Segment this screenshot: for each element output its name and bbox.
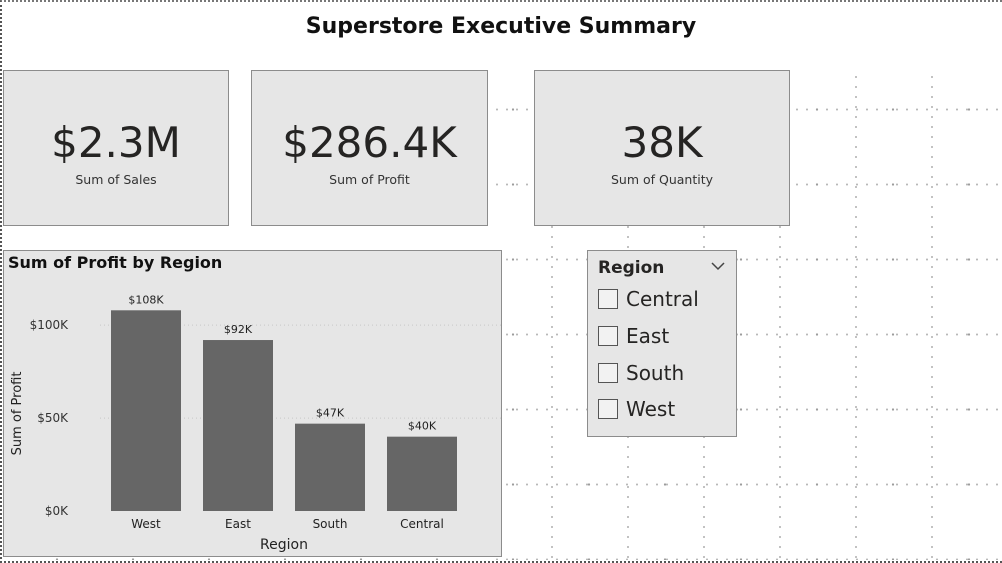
kpi-value: 38K [621, 118, 703, 167]
kpi-card-sales[interactable]: $2.3M Sum of Sales [3, 70, 229, 226]
x-tick-label: South [313, 517, 348, 531]
slicer-option-west[interactable]: West [598, 396, 675, 422]
x-tick-label: West [131, 517, 161, 531]
data-label: $108K [128, 293, 164, 306]
chart-title: Sum of Profit by Region [8, 253, 223, 272]
slicer-option-label: South [626, 361, 685, 385]
checkbox[interactable] [598, 326, 618, 346]
slicer-option-central[interactable]: Central [598, 286, 699, 312]
kpi-card-quantity[interactable]: 38K Sum of Quantity [534, 70, 790, 226]
y-tick-label: $50K [37, 411, 69, 425]
slicer-option-east[interactable]: East [598, 323, 669, 349]
chart-plot: $0K $50K $100K $108K West $92K East $47K South $4… [10, 293, 503, 553]
bar[interactable] [111, 310, 181, 511]
bar[interactable] [203, 340, 273, 511]
x-tick-label: Central [400, 517, 444, 531]
data-label: $92K [224, 323, 253, 336]
checkbox[interactable] [598, 363, 618, 383]
kpi-label: Sum of Sales [75, 172, 157, 187]
kpi-value: $2.3M [51, 118, 181, 167]
kpi-label: Sum of Quantity [610, 172, 714, 187]
slicer-option-south[interactable]: South [598, 360, 684, 386]
chevron-down-icon[interactable] [710, 260, 726, 272]
kpi-card-profit[interactable]: $286.4K Sum of Profit [251, 70, 488, 226]
kpi-value: $286.4K [282, 118, 457, 167]
checkbox[interactable] [598, 399, 618, 419]
bar[interactable] [295, 423, 365, 511]
y-axis-title: Sum of Profit [10, 372, 25, 456]
x-axis-title: Region [260, 537, 308, 553]
checkbox[interactable] [598, 289, 618, 309]
data-label: $40K [408, 420, 437, 433]
kpi-label: Sum of Profit [329, 172, 410, 187]
data-label: $47K [316, 407, 345, 420]
slicer-option-label: West [626, 397, 676, 421]
report-title: Superstore Executive Summary [305, 14, 697, 39]
y-tick-label: $100K [30, 318, 70, 332]
x-tick-label: East [225, 517, 251, 531]
bar[interactable] [387, 436, 457, 511]
y-tick-label: $0K [45, 504, 69, 518]
slicer-option-label: East [626, 324, 670, 348]
slicer-option-label: Central [626, 287, 699, 311]
region-slicer[interactable]: Region Central East South West [587, 250, 737, 437]
slicer-title: Region [598, 258, 665, 278]
profit-by-region-chart[interactable]: Sum of Profit by Region $0K $50K $100K $108… [3, 250, 503, 557]
